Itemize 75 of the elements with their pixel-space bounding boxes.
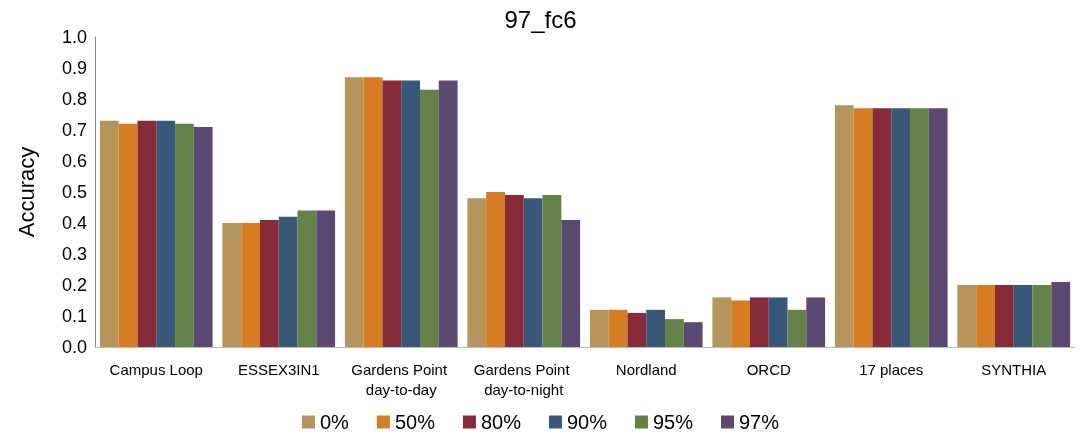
bar [1013,285,1033,347]
bar [175,123,194,347]
bar [193,126,213,347]
legend-label: 97% [739,411,780,433]
bar [872,108,892,347]
y-tick-label: 0.3 [61,244,87,264]
bar [297,210,317,347]
bar [401,80,421,347]
bar [589,309,609,347]
bar [156,120,176,347]
y-axis-title: Accuracy [13,146,39,238]
bar [957,285,977,347]
legend-label: 80% [480,411,522,433]
x-tick-label: Nordland [615,360,677,378]
y-tick-label: 0.7 [61,120,87,140]
bar [523,198,543,347]
bar [731,300,750,347]
bar [222,223,242,347]
y-tick-label: 0.5 [61,182,87,202]
x-tick-label: Gardens Point day-to-night [473,360,574,398]
y-tick-label: 0.6 [61,151,87,171]
bar [928,108,948,347]
bar [683,322,703,347]
bar [853,108,873,347]
bar [118,123,138,347]
y-tick-label: 0.8 [61,89,87,109]
y-tick-label: 0.9 [61,58,87,78]
bar [665,319,684,347]
bar [787,309,807,347]
x-tick-label: ORCD [746,360,791,378]
legend-label: 50% [394,411,436,433]
bar [806,297,826,347]
bar [994,285,1014,347]
y-tick-label: 0.4 [61,213,87,233]
bar [316,210,336,347]
bar [382,80,402,347]
bar [891,108,911,347]
x-tick-label: ESSEX3IN1 [237,360,320,378]
bar [241,223,260,347]
y-tick-label: 1.0 [61,27,87,47]
y-tick-label: 0.0 [61,337,87,357]
bar [363,77,383,347]
bar [608,309,628,347]
x-tick-label: SYNTHIA [981,360,1047,378]
bar [259,219,279,347]
y-tick-label: 0.1 [61,306,87,326]
bar [646,309,666,347]
bar [137,120,157,347]
bar [910,108,929,347]
bar [749,297,769,347]
bar [420,89,439,347]
bar [542,195,562,347]
bar [1032,285,1052,347]
bar [344,77,364,347]
x-tick-label: Gardens Point day-to-day [351,360,452,398]
x-tick-label: 17 places [859,360,924,378]
bar [976,285,995,347]
bar [627,312,647,347]
bar [712,297,732,347]
legend-label: 0% [319,411,350,433]
bar [99,120,119,347]
x-tick-label: Campus Loop [109,360,203,378]
bar [486,192,505,347]
bar [834,105,854,347]
bar [768,297,788,347]
legend-label: 90% [566,411,608,433]
legend-label: 95% [652,411,694,433]
bar [438,80,458,347]
bar [1051,281,1071,347]
bar [278,216,298,347]
y-tick-label: 0.2 [61,275,87,295]
bar [467,198,487,347]
chart-title: 97_fc6 [504,5,577,33]
bar [561,219,581,347]
bar [504,195,524,347]
